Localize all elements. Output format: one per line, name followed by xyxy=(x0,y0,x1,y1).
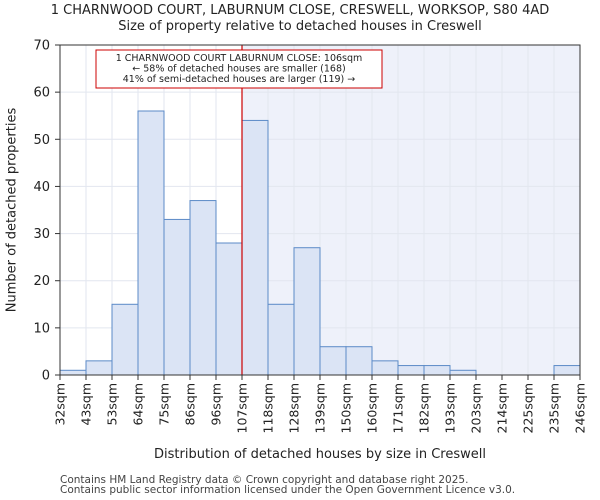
y-tick-label: 40 xyxy=(33,180,50,195)
chart-title-address: 1 CHARNWOOD COURT, LABURNUM CLOSE, CRESW… xyxy=(50,3,550,18)
bar-235sqm xyxy=(553,365,581,376)
y-axis-label: Number of detached properties xyxy=(5,108,20,313)
bar-128sqm xyxy=(293,247,321,376)
bar-107sqm xyxy=(241,119,269,376)
bar-182sqm xyxy=(423,365,451,376)
bar-118sqm xyxy=(267,303,295,376)
x-tick-label: 235sqm xyxy=(547,383,562,433)
annotation-line-2: ← 58% of detached houses are smaller (16… xyxy=(132,64,345,75)
bar-96sqm xyxy=(215,242,243,376)
chart-title: Size of property relative to detached ho… xyxy=(118,19,482,34)
bar-32sqm xyxy=(59,369,87,376)
y-tick-label: 10 xyxy=(33,321,50,336)
x-tick-label: 86sqm xyxy=(183,383,198,426)
annotation-line-1: 1 CHARNWOOD COURT LABURNUM CLOSE: 106sqm xyxy=(116,53,363,64)
footer-copyright: Contains HM Land Registry data © Crown c… xyxy=(60,474,469,486)
x-tick-label: 225sqm xyxy=(521,383,536,433)
bar-139sqm xyxy=(319,346,347,376)
bar-86sqm xyxy=(189,200,217,376)
x-tick-label: 139sqm xyxy=(313,383,328,433)
bar-150sqm xyxy=(345,346,373,376)
x-tick-label: 193sqm xyxy=(443,383,458,433)
x-tick-label: 160sqm xyxy=(365,383,380,433)
x-tick-label: 203sqm xyxy=(469,383,484,433)
bar-43sqm xyxy=(85,360,113,376)
x-tick-label: 32sqm xyxy=(53,383,68,426)
x-tick-label: 128sqm xyxy=(287,383,302,433)
x-tick-label: 246sqm xyxy=(573,383,588,433)
footer-licence: Contains public sector information licen… xyxy=(60,484,516,496)
x-tick-label: 75sqm xyxy=(157,383,172,426)
y-tick-label: 50 xyxy=(33,133,50,148)
x-tick-label: 118sqm xyxy=(261,383,276,433)
y-tick-label: 20 xyxy=(33,274,50,289)
y-tick-label: 70 xyxy=(33,39,50,54)
y-tick-label: 30 xyxy=(33,227,50,242)
y-axis-ticks: 0 10 20 30 40 50 60 70 xyxy=(33,39,60,384)
x-tick-label: 96sqm xyxy=(209,383,224,426)
bar-53sqm xyxy=(111,303,139,376)
plot-frame xyxy=(59,44,581,376)
y-tick-label: 0 xyxy=(42,369,50,384)
x-tick-label: 107sqm xyxy=(235,383,250,433)
x-axis-label: Distribution of detached houses by size … xyxy=(154,447,486,462)
y-tick-label: 60 xyxy=(33,86,50,101)
x-tick-label: 182sqm xyxy=(417,383,432,433)
x-tick-label: 214sqm xyxy=(495,383,510,433)
annotation-border xyxy=(95,49,383,89)
bar-171sqm xyxy=(397,365,425,376)
x-tick-label: 171sqm xyxy=(391,383,406,433)
bar-64sqm xyxy=(137,110,165,376)
x-tick-label: 53sqm xyxy=(105,383,120,426)
annotation-box: 1 CHARNWOOD COURT LABURNUM CLOSE: 106sqm… xyxy=(95,49,383,89)
x-tick-label: 64sqm xyxy=(131,383,146,426)
bar-75sqm xyxy=(163,218,191,376)
annotation-line-3: 41% of semi-detached houses are larger (… xyxy=(123,74,356,85)
x-axis-ticks: 32sqm 43sqm 53sqm 64sqm 75sqm 86sqm 96sqm 107sq… xyxy=(53,375,588,433)
bar-193sqm xyxy=(449,369,477,376)
bar-160sqm xyxy=(371,360,399,376)
x-tick-label: 150sqm xyxy=(339,383,354,433)
x-tick-label: 43sqm xyxy=(79,383,94,426)
